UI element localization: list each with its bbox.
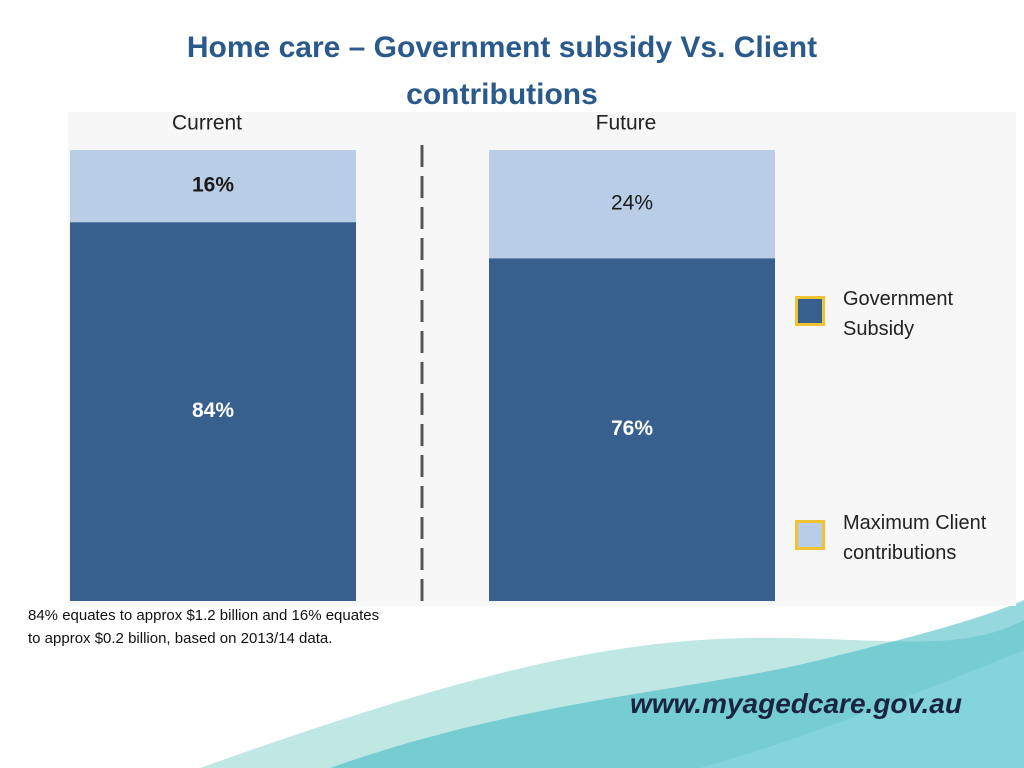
bar-segment [70,150,356,223]
value-label: 24% [611,192,653,215]
category-label: Future [596,112,657,135]
category-label: Current [172,112,242,135]
value-label: 76% [611,417,653,440]
legend-label: Maximum Client contributions [843,512,987,564]
title: Home care – Government subsidy Vs. Clien… [186,31,818,111]
legend-swatch [795,296,825,326]
value-label: 84% [192,399,234,422]
legend-label: Government Subsidy [843,288,954,340]
bar-segment [489,258,775,601]
value-label: 16% [192,174,234,197]
bar-segment [489,150,775,259]
bar-segment [70,222,356,601]
website: www.myagedcare.gov.au [630,688,962,719]
legend-swatch [795,520,825,550]
decor-wave [700,650,1024,768]
footnote: 84% equates to approx $1.2 billion and 1… [28,607,380,647]
